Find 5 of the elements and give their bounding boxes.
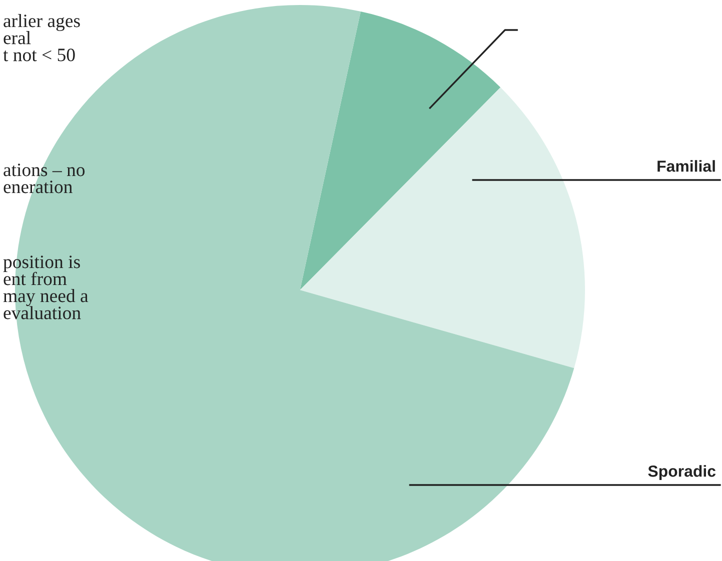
text: arlier ages eral t not < 50 [3, 14, 80, 62]
text: position is ent from may need a evaluation [3, 256, 88, 320]
slice-label: Familial [658, 160, 715, 172]
slice-label: Sporadic [648, 465, 716, 480]
text: ations – no eneration [4, 164, 85, 194]
